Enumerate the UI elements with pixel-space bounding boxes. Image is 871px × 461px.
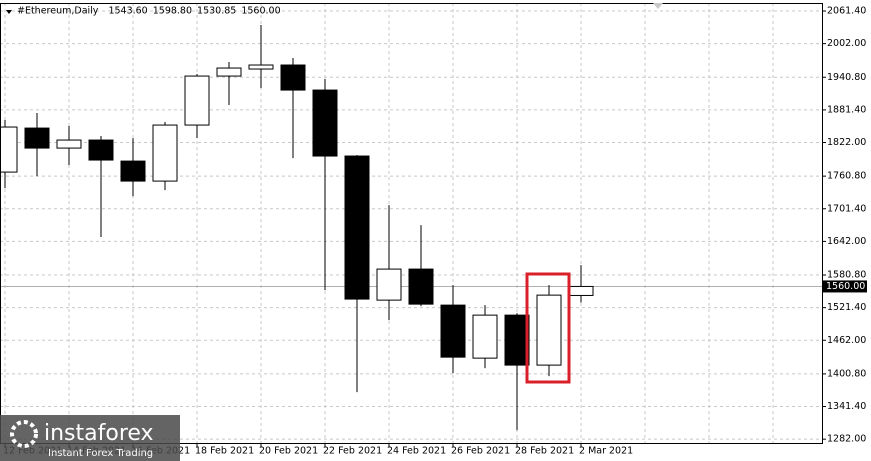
candles: [0, 25, 594, 431]
y-tick-label: 1521.40: [827, 302, 866, 313]
candle-body: [536, 294, 562, 366]
candle-body: [312, 89, 338, 157]
candle-body: [152, 124, 178, 182]
current-price-label: 1560.00: [826, 281, 865, 292]
watermark: instaforex Instant Forex Trading: [0, 415, 180, 461]
header-value: 1598.80: [153, 6, 192, 17]
x-tick-label: 24 Feb 2021: [387, 446, 446, 457]
candle-body: [440, 304, 466, 358]
highlight-box: [525, 272, 571, 384]
candle-body: [56, 139, 82, 149]
header: #Ethereum,Daily 1543.60 1598.80 1530.85 156…: [6, 6, 281, 17]
candle-body: [504, 314, 530, 366]
y-tick-label: 1822.00: [827, 137, 866, 148]
y-tick-label: 1881.40: [827, 104, 866, 115]
y-tick-label: 1282.00: [827, 434, 866, 445]
candle-body: [184, 75, 210, 126]
y-tick-label: 1462.00: [827, 335, 866, 346]
x-tick-label: 18 Feb 2021: [195, 446, 254, 457]
header-value: 1560.00: [241, 6, 280, 17]
header-arrow: [6, 10, 12, 14]
candle-body: [280, 64, 306, 91]
candle-body: [472, 314, 498, 359]
y-tick-label: 2002.00: [827, 38, 866, 49]
y-tick-label: 1940.80: [827, 72, 866, 83]
x-tick-label: 20 Feb 2021: [259, 446, 318, 457]
candle-body: [248, 64, 274, 70]
candle-body: [408, 268, 434, 305]
candle-body: [568, 285, 594, 296]
candle-body: [376, 268, 402, 301]
candle-body: [0, 126, 18, 173]
candle-body: [88, 139, 114, 161]
plot-frame: [0, 3, 823, 444]
candle-body: [344, 155, 370, 300]
candle-body: [120, 160, 146, 182]
y-tick-label: 1400.80: [827, 368, 866, 379]
y-tick-label: 1701.40: [827, 203, 866, 214]
chart-shift-marker: [653, 3, 663, 9]
candle-body: [24, 127, 50, 149]
x-tick-label: 26 Feb 2021: [451, 446, 510, 457]
x-tick-label: 22 Feb 2021: [323, 446, 382, 457]
candle-body: [216, 67, 242, 77]
x-tick-label: 2 Mar 2021: [579, 446, 633, 457]
header-value: 1543.60: [108, 6, 147, 17]
header-symbol: #Ethereum,Daily: [17, 6, 99, 17]
y-tick-label: 1642.00: [827, 236, 866, 247]
y-tick-label: 2061.40: [827, 6, 866, 17]
current-price-box: [823, 280, 867, 293]
y-tick-label: 1580.80: [827, 270, 866, 281]
y-tick-label: 1760.80: [827, 171, 866, 182]
y-tick-label: 1341.40: [827, 401, 866, 412]
watermark-box: [0, 415, 180, 461]
x-tick-label: 28 Feb 2021: [515, 446, 574, 457]
watermark-brand: instaforex: [44, 421, 154, 446]
watermark-logo: [10, 420, 38, 448]
watermark-tagline: Instant Forex Trading: [48, 448, 153, 459]
header-value: 1530.85: [197, 6, 236, 17]
